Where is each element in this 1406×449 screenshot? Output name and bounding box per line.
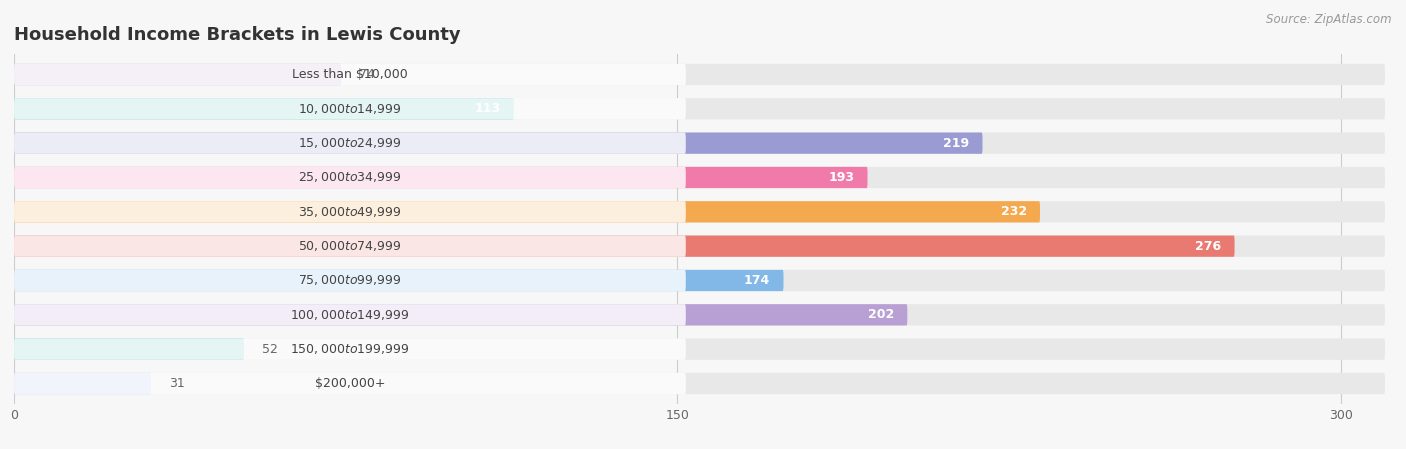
FancyBboxPatch shape [14, 167, 686, 188]
FancyBboxPatch shape [14, 64, 342, 85]
Text: Household Income Brackets in Lewis County: Household Income Brackets in Lewis Count… [14, 26, 461, 44]
Text: 52: 52 [262, 343, 277, 356]
Text: 219: 219 [943, 136, 969, 150]
FancyBboxPatch shape [14, 64, 1385, 85]
FancyBboxPatch shape [14, 236, 686, 257]
FancyBboxPatch shape [14, 304, 686, 326]
FancyBboxPatch shape [14, 339, 1385, 360]
Text: $15,000 to $24,999: $15,000 to $24,999 [298, 136, 402, 150]
Text: 113: 113 [474, 102, 501, 115]
FancyBboxPatch shape [14, 236, 1234, 257]
FancyBboxPatch shape [14, 270, 1385, 291]
Text: $50,000 to $74,999: $50,000 to $74,999 [298, 239, 402, 253]
FancyBboxPatch shape [14, 98, 513, 119]
Text: $10,000 to $14,999: $10,000 to $14,999 [298, 102, 402, 116]
FancyBboxPatch shape [14, 373, 1385, 394]
Text: 276: 276 [1195, 240, 1222, 253]
FancyBboxPatch shape [14, 236, 1385, 257]
FancyBboxPatch shape [14, 304, 1385, 326]
FancyBboxPatch shape [14, 373, 686, 394]
FancyBboxPatch shape [14, 339, 245, 360]
Text: $200,000+: $200,000+ [315, 377, 385, 390]
FancyBboxPatch shape [14, 98, 1385, 119]
Text: $100,000 to $149,999: $100,000 to $149,999 [290, 308, 409, 322]
Text: $150,000 to $199,999: $150,000 to $199,999 [290, 342, 409, 356]
FancyBboxPatch shape [14, 132, 686, 154]
FancyBboxPatch shape [14, 132, 1385, 154]
FancyBboxPatch shape [14, 132, 983, 154]
Text: 31: 31 [169, 377, 184, 390]
FancyBboxPatch shape [14, 64, 686, 85]
FancyBboxPatch shape [14, 167, 868, 188]
Text: 174: 174 [744, 274, 770, 287]
Text: 202: 202 [868, 308, 894, 321]
FancyBboxPatch shape [14, 201, 1040, 222]
Text: 193: 193 [828, 171, 855, 184]
FancyBboxPatch shape [14, 304, 907, 326]
Text: 74: 74 [359, 68, 375, 81]
Text: 232: 232 [1001, 205, 1026, 218]
FancyBboxPatch shape [14, 201, 1385, 222]
FancyBboxPatch shape [14, 98, 686, 119]
FancyBboxPatch shape [14, 201, 686, 222]
FancyBboxPatch shape [14, 167, 1385, 188]
FancyBboxPatch shape [14, 373, 152, 394]
Text: $35,000 to $49,999: $35,000 to $49,999 [298, 205, 402, 219]
FancyBboxPatch shape [14, 270, 783, 291]
Text: Source: ZipAtlas.com: Source: ZipAtlas.com [1267, 13, 1392, 26]
FancyBboxPatch shape [14, 339, 686, 360]
Text: $25,000 to $34,999: $25,000 to $34,999 [298, 171, 402, 185]
Text: $75,000 to $99,999: $75,000 to $99,999 [298, 273, 402, 287]
FancyBboxPatch shape [14, 270, 686, 291]
Text: Less than $10,000: Less than $10,000 [292, 68, 408, 81]
